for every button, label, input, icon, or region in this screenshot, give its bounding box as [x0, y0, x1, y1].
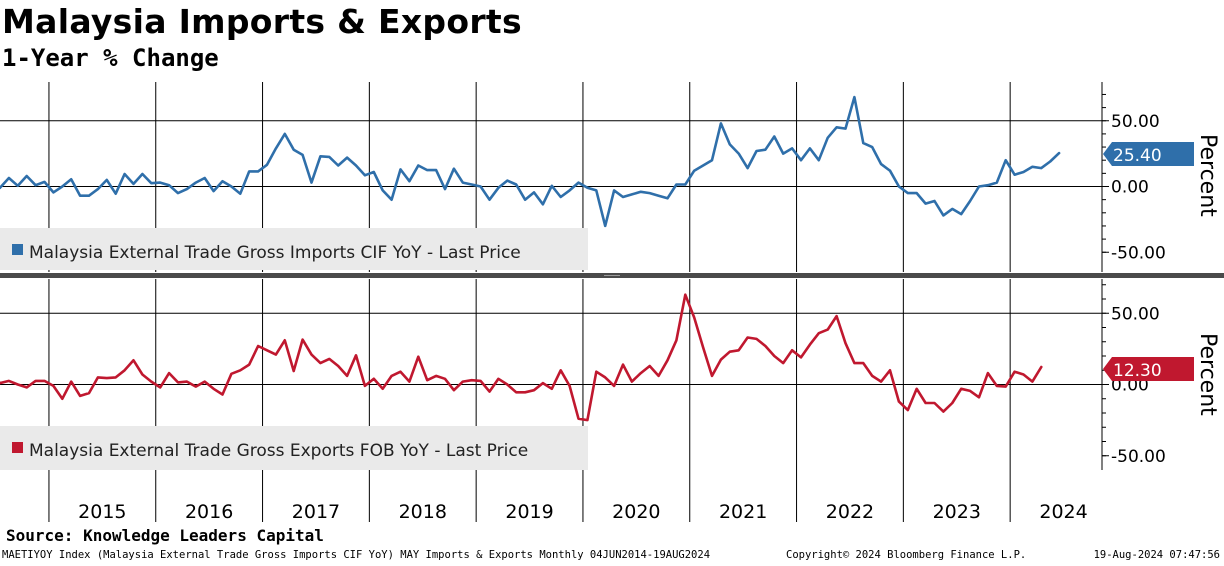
footer-copyright: Copyright© 2024 Bloomberg Finance L.P. — [786, 549, 1027, 561]
imports-y-tick-label: 50.00 — [1111, 112, 1160, 132]
x-tick-label-2016: 2016 — [185, 501, 233, 523]
x-tick-label-2022: 2022 — [826, 501, 874, 523]
imports-panel: 50.00 0.00 -50.00 — [0, 82, 1166, 272]
exports-legend-box — [0, 426, 588, 470]
exports-legend: Malaysia External Trade Gross Exports FO… — [0, 426, 588, 470]
imports-last-value-tag: 25.40 — [1103, 142, 1194, 166]
x-tick-label-2020: 2020 — [612, 501, 660, 523]
exports-last-value: 12.30 — [1113, 361, 1162, 381]
x-tick-label-2019: 2019 — [505, 501, 553, 523]
imports-legend-box — [0, 228, 588, 270]
source-label: Source: Knowledge Leaders Capital — [6, 526, 324, 545]
exports-series-line — [0, 293, 1043, 422]
imports-series-line — [0, 95, 1061, 228]
exports-last-value-tag-shape — [1103, 357, 1194, 381]
exports-y-axis-title: Percent — [1195, 333, 1220, 416]
exports-panel: 50.000.00-50.00 — [0, 279, 1166, 470]
footer-timestamp: 19-Aug-2024 07:47:56 — [1093, 549, 1220, 561]
x-tick-label-2018: 2018 — [399, 501, 447, 523]
exports-last-value-tag: 12.30 — [1103, 357, 1194, 381]
exports-legend-label: Malaysia External Trade Gross Exports FO… — [29, 441, 528, 461]
imports-last-value: 25.40 — [1113, 146, 1162, 166]
imports-legend-swatch — [12, 244, 23, 255]
footer-index-info: MAETIYOY Index (Malaysia External Trade … — [2, 549, 711, 561]
x-axis: 2015 2016 2017 2018 2019 2020 2021 2022 2023 2024 — [48, 470, 1088, 523]
imports-legend-label: Malaysia External Trade Gross Imports CI… — [29, 243, 521, 263]
imports-y-axis-title: Percent — [1195, 134, 1220, 217]
x-tick-label-2021: 2021 — [719, 501, 767, 523]
imports-legend: Malaysia External Trade Gross Imports CI… — [0, 228, 588, 270]
imports-last-value-tag-shape — [1103, 142, 1194, 166]
exports-y-tick-label: -50.00 — [1111, 447, 1166, 467]
x-tick-label-2024: 2024 — [1039, 501, 1087, 523]
x-tick-label-2015: 2015 — [78, 501, 126, 523]
imports-y-tick-label: -50.00 — [1111, 243, 1166, 263]
x-tick-label-2023: 2023 — [933, 501, 981, 523]
exports-y-tick-label: 50.00 — [1111, 304, 1160, 324]
exports-legend-swatch — [12, 442, 23, 453]
x-tick-label-2017: 2017 — [292, 501, 340, 523]
imports-y-tick-label: 0.00 — [1111, 178, 1149, 198]
chart-subtitle: 1-Year % Change — [2, 44, 219, 72]
chart-title: Malaysia Imports & Exports — [2, 2, 522, 41]
